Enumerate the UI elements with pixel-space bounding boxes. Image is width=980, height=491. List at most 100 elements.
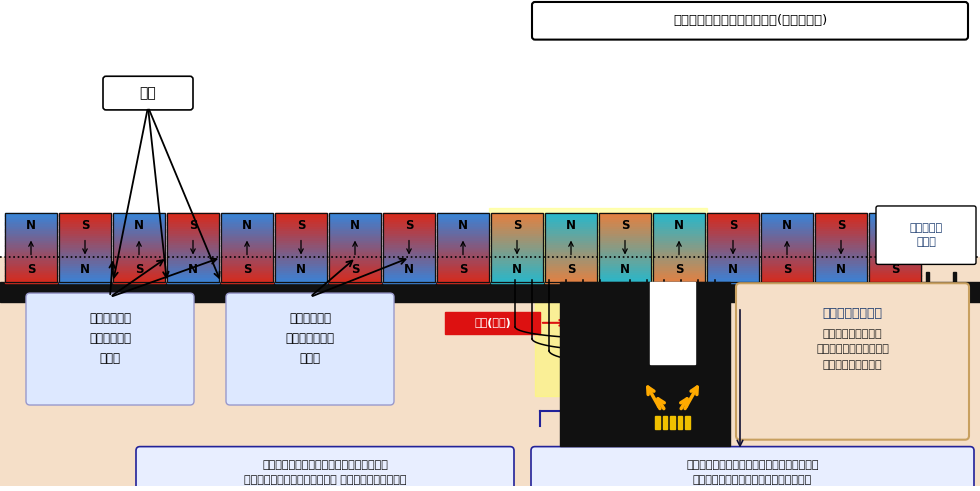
- Bar: [221, 275, 273, 278]
- Bar: [113, 259, 165, 262]
- Bar: [761, 213, 813, 216]
- Bar: [275, 227, 327, 230]
- Bar: [383, 229, 435, 232]
- Bar: [545, 231, 597, 234]
- Bar: [869, 227, 921, 230]
- Bar: [59, 238, 111, 241]
- Bar: [599, 213, 651, 282]
- Text: 磁気(磁界): 磁気(磁界): [474, 318, 511, 328]
- Bar: [653, 261, 705, 264]
- FancyBboxPatch shape: [226, 293, 394, 405]
- Bar: [869, 259, 921, 262]
- Bar: [221, 273, 273, 276]
- Bar: [815, 220, 867, 222]
- Bar: [653, 257, 705, 260]
- Bar: [383, 250, 435, 253]
- Bar: [59, 277, 111, 280]
- Bar: [113, 247, 165, 250]
- Bar: [59, 234, 111, 237]
- Bar: [329, 234, 381, 237]
- Bar: [869, 250, 921, 253]
- Text: 垂直記録方式用超極小コイル(磁気ヘッド): 垂直記録方式用超極小コイル(磁気ヘッド): [673, 14, 827, 27]
- Bar: [437, 261, 489, 264]
- Bar: [815, 231, 867, 234]
- Bar: [599, 229, 651, 232]
- Bar: [761, 275, 813, 278]
- Bar: [113, 227, 165, 230]
- Bar: [545, 218, 597, 220]
- Bar: [599, 243, 651, 246]
- Bar: [221, 254, 273, 257]
- Text: N: N: [80, 263, 90, 276]
- Bar: [707, 271, 759, 273]
- Bar: [329, 280, 381, 283]
- Bar: [707, 247, 759, 250]
- Bar: [869, 275, 921, 278]
- Bar: [707, 273, 759, 276]
- Bar: [815, 277, 867, 280]
- Bar: [707, 277, 759, 280]
- Bar: [707, 236, 759, 239]
- Bar: [113, 250, 165, 253]
- Text: プラッター
記録層: プラッター 記録層: [909, 223, 943, 246]
- Bar: [113, 275, 165, 278]
- Bar: [599, 280, 651, 283]
- Bar: [437, 241, 489, 244]
- Bar: [869, 215, 921, 218]
- Bar: [221, 252, 273, 255]
- Bar: [683, 273, 685, 282]
- Bar: [113, 273, 165, 276]
- Bar: [275, 222, 327, 225]
- Bar: [599, 224, 651, 227]
- Bar: [815, 250, 867, 253]
- Bar: [5, 273, 57, 276]
- Bar: [599, 266, 651, 269]
- Bar: [815, 238, 867, 241]
- Bar: [761, 252, 813, 255]
- Bar: [653, 266, 705, 269]
- Bar: [275, 215, 327, 218]
- Bar: [761, 231, 813, 234]
- Bar: [59, 264, 111, 267]
- Bar: [437, 275, 489, 278]
- Bar: [869, 273, 921, 276]
- Bar: [221, 250, 273, 253]
- Bar: [59, 236, 111, 239]
- Bar: [383, 254, 435, 257]
- Bar: [653, 213, 705, 282]
- Bar: [599, 246, 651, 248]
- Bar: [167, 259, 219, 262]
- Bar: [221, 227, 273, 230]
- Bar: [707, 280, 759, 283]
- Text: S: S: [297, 219, 305, 232]
- Bar: [707, 254, 759, 257]
- Bar: [113, 215, 165, 218]
- Bar: [491, 243, 543, 246]
- Bar: [815, 224, 867, 227]
- Bar: [707, 224, 759, 227]
- FancyBboxPatch shape: [103, 76, 193, 110]
- Bar: [491, 246, 543, 248]
- Bar: [653, 241, 705, 244]
- Bar: [869, 261, 921, 264]
- Bar: [167, 234, 219, 237]
- Bar: [59, 280, 111, 283]
- Bar: [5, 238, 57, 241]
- Bar: [869, 231, 921, 234]
- Bar: [59, 250, 111, 253]
- Bar: [221, 236, 273, 239]
- Bar: [167, 218, 219, 220]
- Bar: [167, 220, 219, 222]
- Bar: [815, 266, 867, 269]
- Bar: [869, 247, 921, 250]
- Bar: [707, 218, 759, 220]
- Bar: [329, 269, 381, 271]
- Bar: [869, 271, 921, 273]
- Text: N: N: [404, 263, 414, 276]
- Bar: [653, 222, 705, 225]
- Bar: [491, 277, 543, 280]
- Bar: [707, 213, 759, 216]
- Bar: [275, 261, 327, 264]
- Bar: [383, 220, 435, 222]
- Bar: [437, 264, 489, 267]
